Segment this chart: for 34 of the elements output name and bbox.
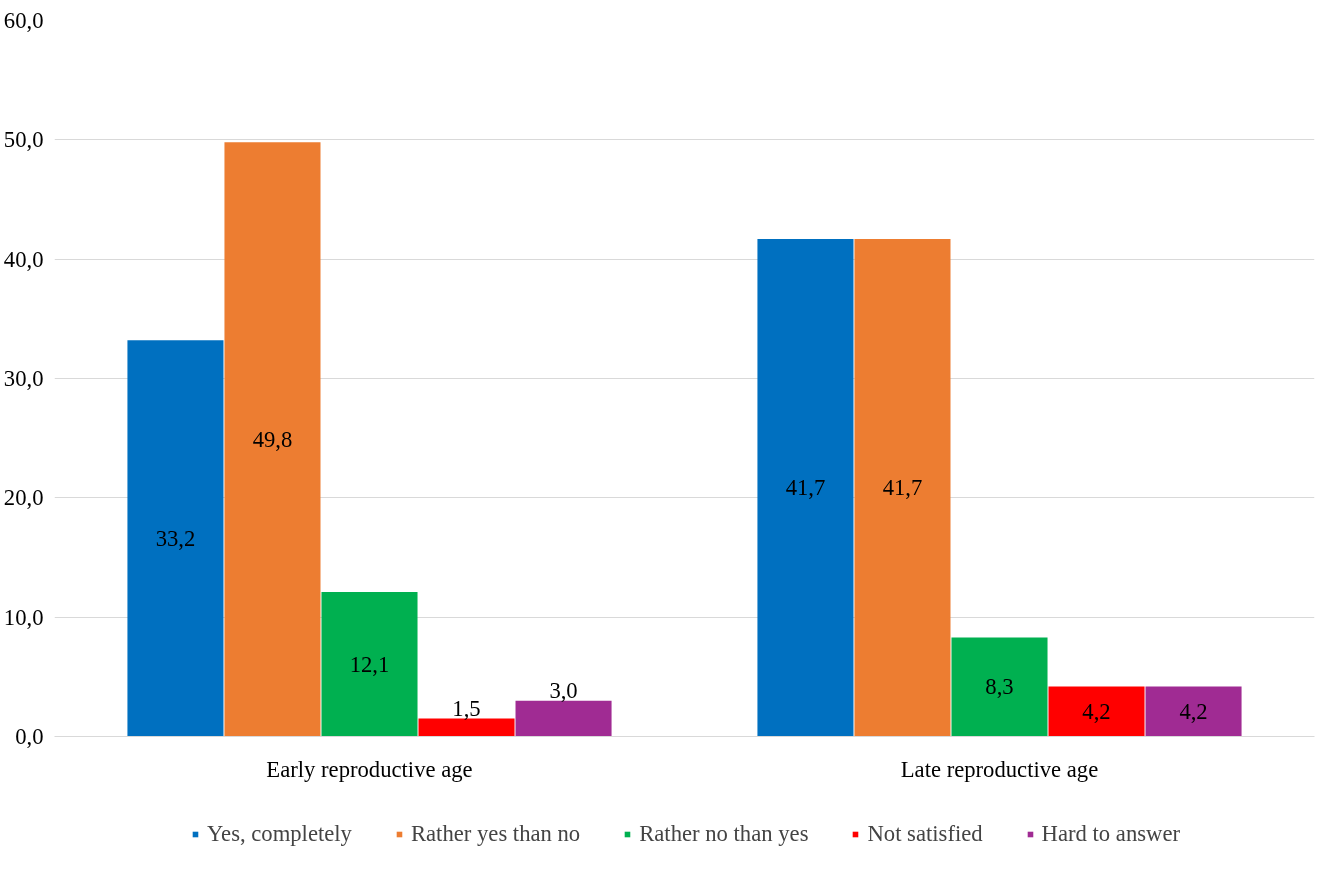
bar — [321, 592, 418, 737]
bar — [515, 700, 612, 737]
data-label: 49,8 — [252, 426, 293, 452]
y-tick-label: 30,0 — [3, 366, 44, 391]
y-tick-label: 50,0 — [3, 127, 44, 153]
data-label: 41,7 — [785, 475, 826, 501]
bar — [127, 340, 224, 737]
bar — [224, 142, 321, 737]
legend-label: Yes, completely — [206, 821, 352, 847]
y-tick-label: 40,0 — [3, 246, 44, 272]
y-tick-label: 20,0 — [3, 485, 44, 511]
y-tick-label: 0,0 — [15, 724, 44, 749]
bar — [854, 238, 951, 737]
bar — [418, 718, 515, 737]
legend-label: Rather yes than no — [410, 821, 581, 847]
bar — [1048, 686, 1145, 737]
legend-label: Rather no than yes — [639, 821, 809, 847]
bar — [1145, 686, 1242, 737]
x-tick-label: Early reproductive age — [266, 756, 473, 782]
data-label: 1,5 — [452, 695, 481, 721]
data-label: 12,1 — [349, 651, 390, 677]
data-label: 8,3 — [985, 674, 1014, 700]
legend-label: Not satisfied — [867, 821, 983, 847]
x-tick-label: Late reproductive age — [900, 756, 1099, 782]
data-label: 3,0 — [549, 677, 578, 703]
data-label: 4,2 — [1179, 698, 1208, 724]
data-label: 33,2 — [155, 525, 196, 551]
y-tick-label: 10,0 — [3, 604, 44, 630]
legend-label: Hard to answer — [1041, 821, 1181, 847]
bar — [757, 238, 854, 737]
y-tick-label: 60,0 — [3, 8, 44, 33]
bar — [951, 637, 1048, 737]
data-label: 4,2 — [1082, 698, 1111, 724]
data-label: 41,7 — [882, 475, 923, 501]
